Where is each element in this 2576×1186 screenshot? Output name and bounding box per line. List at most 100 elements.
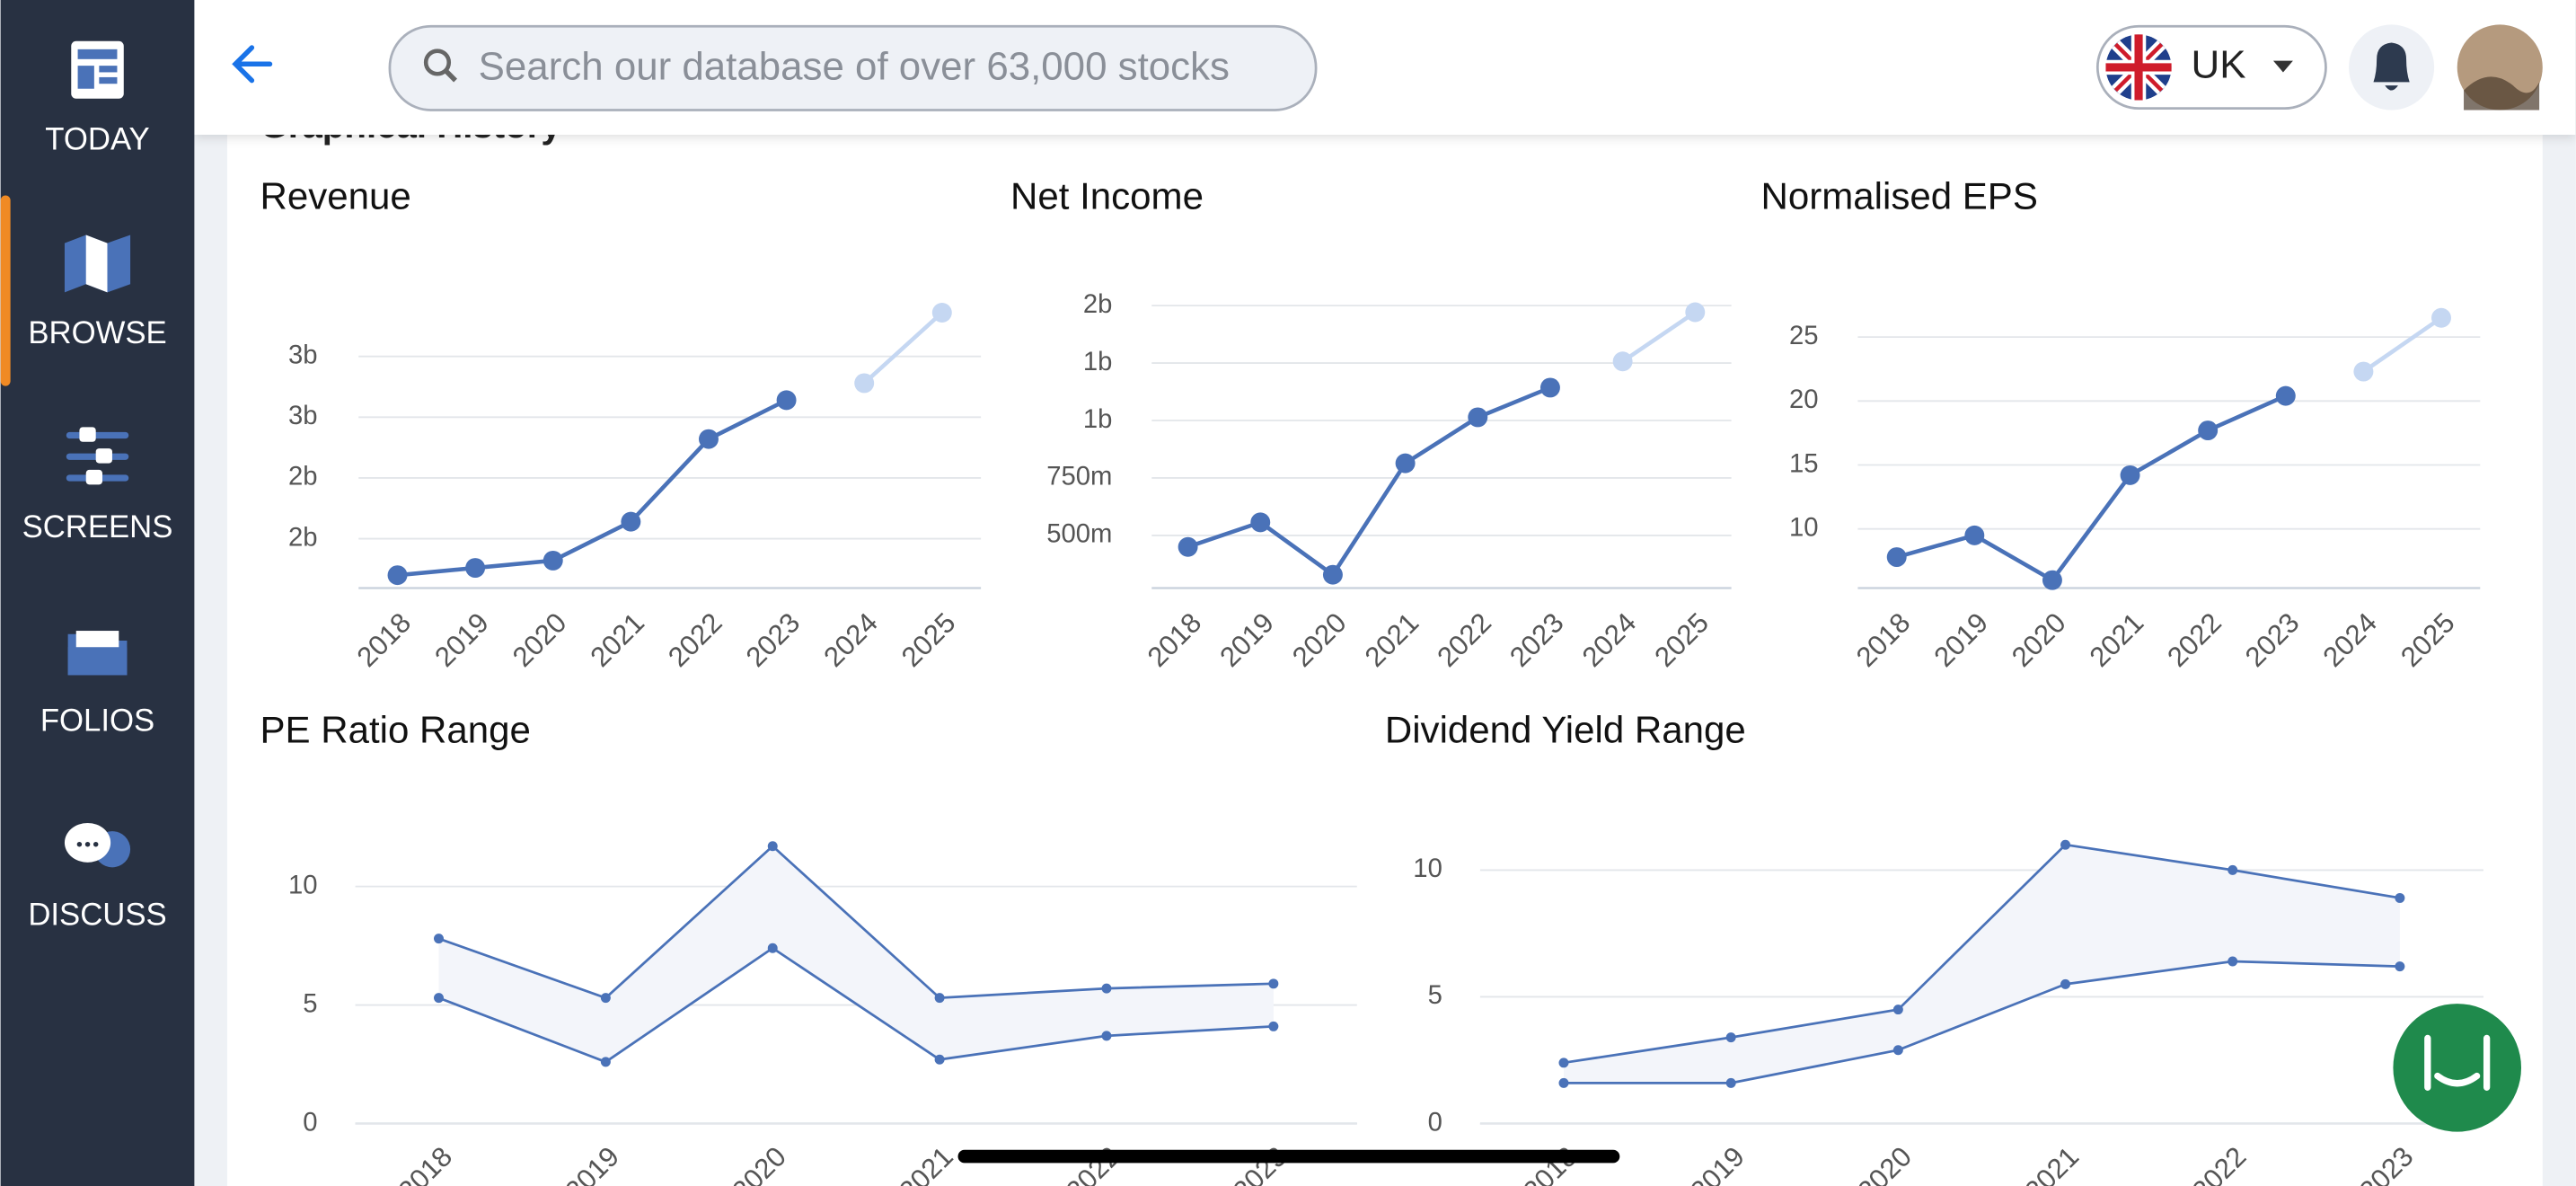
- nav-label: BROWSE: [28, 316, 166, 350]
- data-point: [1558, 1077, 1569, 1088]
- data-point: [934, 993, 945, 1004]
- data-point: [465, 558, 486, 579]
- data-point: [2395, 961, 2405, 972]
- range-area: [1563, 845, 2400, 1084]
- y-tick-label: 25: [1789, 322, 1819, 350]
- data-point: [767, 841, 778, 852]
- data-point: [1886, 547, 1907, 568]
- data-point: [434, 993, 444, 1004]
- data-point: [1101, 1031, 1112, 1041]
- y-tick-label: 0: [303, 1108, 317, 1137]
- search-box[interactable]: [388, 24, 1318, 111]
- data-point: [1964, 525, 1985, 545]
- series-line: [862, 311, 944, 385]
- data-point: [434, 934, 444, 944]
- data-point: [2275, 385, 2296, 406]
- data-point: [1892, 1045, 1903, 1056]
- y-tick-label: 10: [288, 871, 318, 899]
- data-point: [776, 390, 797, 411]
- data-point: [2395, 892, 2405, 903]
- active-indicator: [0, 195, 11, 386]
- chat-button[interactable]: [2393, 1004, 2522, 1132]
- nav: TODAY BROWSE SCREENS FOLIOS DISCUSS: [22, 122, 173, 932]
- nav-label: DISCUSS: [28, 898, 166, 932]
- dropdown-caret: [2272, 60, 2293, 73]
- data-point: [1395, 453, 1416, 474]
- data-point: [600, 993, 611, 1004]
- data-point: [1322, 564, 1343, 585]
- data-point: [2060, 839, 2071, 850]
- y-tick-label: 2b: [288, 523, 318, 552]
- y-tick-label: 20: [1789, 385, 1819, 414]
- data-point: [1268, 978, 1279, 989]
- data-point: [621, 511, 641, 532]
- data-point: [1250, 512, 1271, 533]
- chart-title: Dividend Yield Range: [1385, 709, 1746, 751]
- data-point: [1725, 1077, 1736, 1088]
- y-tick-label: 10: [1789, 513, 1819, 542]
- search-placeholder: Search our database of over 63,000 stock…: [479, 44, 1230, 88]
- y-tick-label: 5: [303, 989, 317, 1018]
- folios-icon: [67, 647, 128, 676]
- y-tick-label: 1b: [1083, 348, 1113, 376]
- data-point: [1612, 351, 1633, 372]
- data-point: [767, 943, 778, 953]
- data-point: [2198, 420, 2219, 441]
- chart-title: PE Ratio Range: [260, 709, 531, 751]
- data-point: [1892, 1005, 1903, 1015]
- sidebar: [0, 0, 195, 1186]
- data-point: [1558, 1058, 1569, 1068]
- today-icon: [71, 40, 124, 99]
- y-tick-label: 15: [1789, 449, 1819, 478]
- series-line: [2362, 315, 2443, 374]
- nav-label: TODAY: [45, 122, 149, 156]
- series-line: [437, 946, 1274, 1064]
- data-point: [2228, 956, 2238, 967]
- data-point: [543, 550, 563, 571]
- y-tick-label: 2b: [1083, 290, 1113, 319]
- y-tick-label: 3b: [288, 341, 318, 369]
- series-line: [1621, 310, 1697, 364]
- y-tick-label: 500m: [1046, 520, 1112, 549]
- uk-flag: [2105, 34, 2172, 101]
- data-point: [2120, 465, 2140, 485]
- data-point: [931, 303, 952, 323]
- search-icon: [444, 68, 458, 83]
- y-tick-label: 10: [1413, 854, 1442, 883]
- y-tick-label: 750m: [1046, 463, 1112, 491]
- y-tick-label: 3b: [288, 402, 318, 430]
- chart-title: Normalised EPS: [1761, 174, 2038, 217]
- screens-icon: [66, 427, 129, 485]
- data-point: [1685, 302, 1706, 323]
- data-point: [2228, 864, 2238, 875]
- home-indicator: [957, 1149, 1620, 1164]
- data-point: [2431, 307, 2451, 328]
- series-line: [1563, 843, 2401, 1065]
- data-point: [600, 1057, 611, 1067]
- y-tick-label: 5: [1428, 981, 1442, 1010]
- series-line: [1896, 394, 2287, 583]
- series-line: [438, 844, 1274, 1000]
- data-point: [934, 1054, 945, 1065]
- y-tick-label: 2b: [288, 463, 318, 491]
- back-button[interactable]: [232, 45, 273, 84]
- folios-icon: [75, 631, 119, 648]
- nav-label: FOLIOS: [40, 704, 154, 739]
- chart-title: Revenue: [260, 174, 411, 217]
- y-tick-label: 1b: [1083, 405, 1113, 434]
- bell-icon: [2373, 42, 2410, 91]
- chart-title: Net Income: [1010, 174, 1204, 217]
- data-point: [1725, 1032, 1736, 1043]
- data-point: [1539, 377, 1560, 398]
- y-tick-label: 0: [1428, 1108, 1442, 1137]
- range-area: [438, 845, 1274, 1062]
- series-line: [397, 398, 788, 578]
- region-label: UK: [2192, 43, 2246, 87]
- nav-label: SCREENS: [22, 510, 173, 544]
- data-point: [698, 429, 719, 449]
- browse-icon: [85, 235, 108, 293]
- data-point: [1268, 1021, 1279, 1031]
- data-point: [2060, 978, 2071, 989]
